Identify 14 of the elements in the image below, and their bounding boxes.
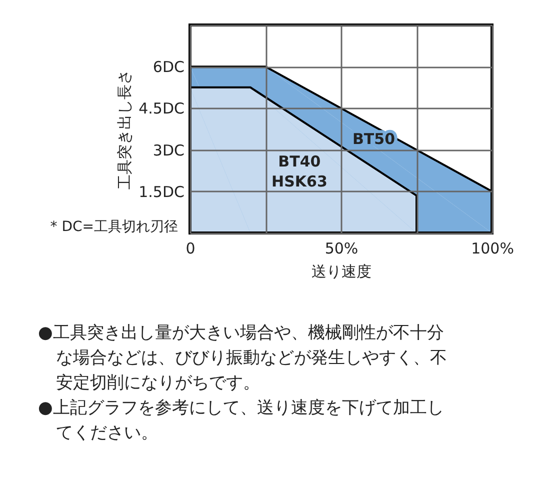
text: * DC=工具切れ刃径: [50, 219, 178, 235]
series-label: BT40 HSK63: [272, 152, 328, 190]
text: ●上記グラフを参考にして、送り速度を下げて加工してください。: [38, 398, 444, 443]
y-tick-label: 4.5DC: [138, 100, 184, 118]
x-tick-label: 50%: [324, 240, 358, 258]
x-tick-label: 100%: [471, 240, 514, 258]
y-tick-label: 3DC: [152, 141, 184, 160]
y-tick-label: 6DC: [152, 58, 184, 76]
y-axis-title: 工具突き出し長さ: [116, 70, 134, 190]
x-axis-title: 送り速度: [312, 262, 372, 280]
x-tick-label: 0: [186, 240, 196, 258]
text: ●工具突き出し量が大きい場合や、機械剛性が不十分な場合などは、びびり振動などが発生しやすく、不安定切削になりがちです。: [38, 323, 447, 393]
y-tick-label: 1.5DC: [138, 182, 184, 201]
series-label: BT50: [352, 130, 396, 148]
